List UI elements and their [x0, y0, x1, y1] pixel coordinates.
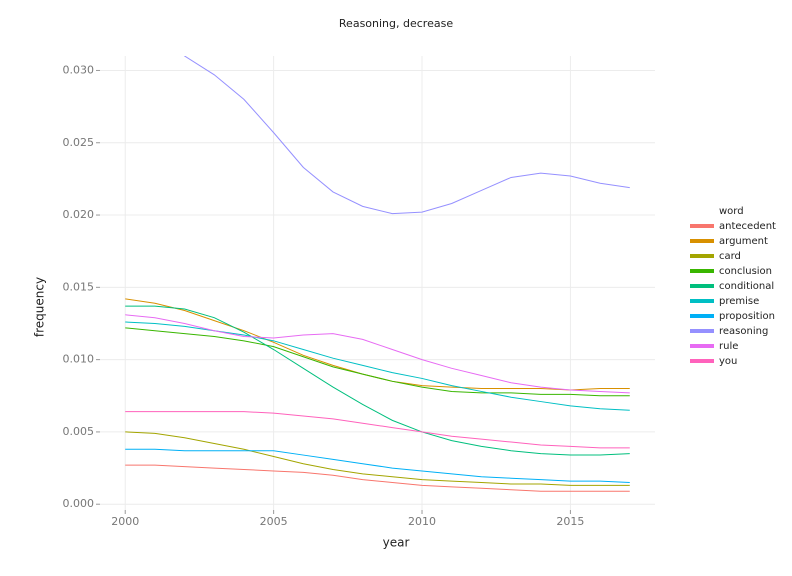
legend-key: [690, 314, 714, 318]
y-tick-label: 0.015: [63, 280, 95, 293]
y-tick-label: 0.025: [63, 136, 95, 149]
legend-key: [690, 329, 714, 333]
line: [125, 448, 630, 484]
x-tick-label: 2005: [260, 515, 288, 528]
x-tick-label: 2010: [408, 515, 436, 528]
legend-label: conclusion: [719, 266, 772, 277]
legend-key: [690, 224, 714, 228]
legend-key: [690, 344, 714, 348]
legend-label: argument: [719, 236, 768, 247]
legend-title: word: [719, 206, 744, 217]
legend-label: you: [719, 356, 737, 367]
y-tick-label: 0.000: [63, 497, 95, 510]
legend-label: rule: [719, 341, 738, 352]
y-tick-label: 0.010: [63, 353, 95, 366]
chart-title: Reasoning, decrease: [339, 17, 453, 30]
y-tick-label: 0.020: [63, 208, 95, 221]
legend-label: proposition: [719, 311, 775, 322]
y-axis-label: frequency: [33, 277, 47, 337]
legend-key: [690, 254, 714, 258]
legend-label: reasoning: [719, 326, 768, 337]
legend-label: premise: [719, 296, 759, 307]
line: [125, 314, 630, 394]
x-axis-label: year: [383, 536, 410, 550]
line: [125, 327, 630, 397]
x-tick-label: 2000: [111, 515, 139, 528]
legend-label: card: [719, 251, 741, 262]
legend-key: [690, 284, 714, 288]
y-tick-label: 0.030: [63, 63, 95, 76]
legend-key: [690, 359, 714, 363]
x-tick-label: 2015: [556, 515, 584, 528]
legend-key: [690, 299, 714, 303]
legend-label: antecedent: [719, 221, 776, 232]
legend-key: [690, 269, 714, 273]
line: [125, 305, 630, 456]
line: [125, 411, 630, 449]
line: [125, 431, 630, 486]
line: [183, 56, 630, 215]
y-tick-label: 0.005: [63, 425, 95, 438]
plot-panel: [125, 56, 630, 492]
line: [125, 464, 630, 492]
legend-label: conditional: [719, 281, 774, 292]
legend-key: [690, 239, 714, 243]
